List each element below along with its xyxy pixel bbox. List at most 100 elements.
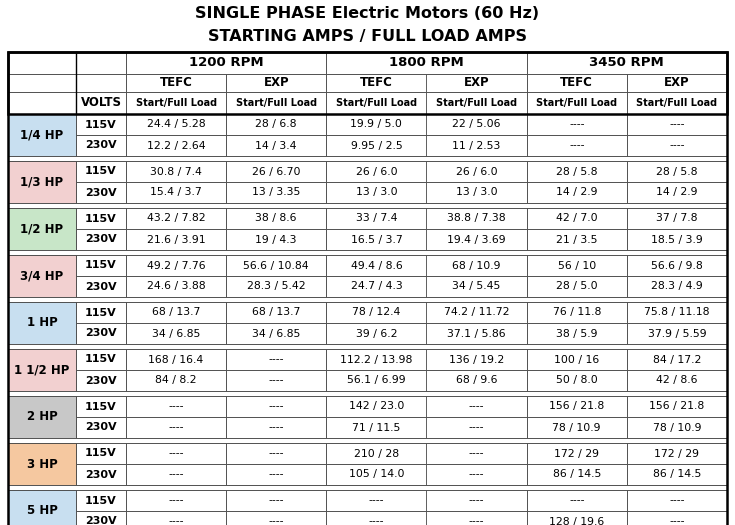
Text: 230V: 230V	[85, 375, 117, 385]
Bar	[326, 92, 426, 114]
Text: ----: ----	[268, 496, 284, 506]
Bar	[226, 511, 326, 525]
Bar	[527, 92, 627, 114]
Text: 37.9 / 5.59: 37.9 / 5.59	[648, 329, 706, 339]
Bar	[226, 74, 326, 92]
Text: 34 / 6.85: 34 / 6.85	[252, 329, 301, 339]
Text: 128 / 19.6: 128 / 19.6	[549, 517, 604, 525]
Bar	[226, 302, 326, 323]
Bar	[627, 443, 727, 464]
Text: Start/Full Load: Start/Full Load	[637, 98, 717, 108]
Bar	[326, 511, 426, 525]
Bar	[76, 161, 126, 182]
Bar	[426, 443, 527, 464]
Text: VOLTS: VOLTS	[81, 97, 121, 110]
Bar	[126, 323, 226, 344]
Bar	[627, 74, 727, 92]
Text: 14 / 2.9: 14 / 2.9	[656, 187, 698, 197]
Text: 14 / 2.9: 14 / 2.9	[556, 187, 598, 197]
Text: 28.3 / 5.42: 28.3 / 5.42	[247, 281, 306, 291]
Bar	[426, 92, 527, 114]
Bar	[627, 92, 727, 114]
Text: 28 / 6.8: 28 / 6.8	[256, 120, 297, 130]
Bar	[76, 370, 126, 391]
Text: 26 / 6.70: 26 / 6.70	[252, 166, 301, 176]
Bar	[126, 511, 226, 525]
Bar	[426, 302, 527, 323]
Text: 136 / 19.2: 136 / 19.2	[449, 354, 504, 364]
Text: ----: ----	[168, 402, 184, 412]
Text: 21 / 3.5: 21 / 3.5	[556, 235, 598, 245]
Bar	[8, 92, 76, 114]
Text: 33 / 7.4: 33 / 7.4	[356, 214, 397, 224]
Bar	[126, 464, 226, 485]
Bar	[126, 182, 226, 203]
Bar	[627, 511, 727, 525]
Bar	[226, 490, 326, 511]
Text: 13 / 3.35: 13 / 3.35	[252, 187, 301, 197]
Text: ----: ----	[469, 402, 484, 412]
Bar	[226, 255, 326, 276]
Bar	[126, 255, 226, 276]
Bar	[226, 182, 326, 203]
Bar	[627, 135, 727, 156]
Bar	[226, 161, 326, 182]
Bar	[627, 255, 727, 276]
Text: 38.8 / 7.38: 38.8 / 7.38	[448, 214, 506, 224]
Bar	[76, 443, 126, 464]
Text: ----: ----	[168, 469, 184, 479]
Bar	[627, 490, 727, 511]
Text: 28 / 5.8: 28 / 5.8	[556, 166, 598, 176]
Bar	[76, 135, 126, 156]
Text: 56.6 / 10.84: 56.6 / 10.84	[243, 260, 309, 270]
Text: 230V: 230V	[85, 281, 117, 291]
Bar	[527, 52, 727, 74]
Text: 11 / 2.53: 11 / 2.53	[453, 141, 501, 151]
Bar	[326, 52, 527, 74]
Text: 112.2 / 13.98: 112.2 / 13.98	[340, 354, 412, 364]
Text: 115V: 115V	[85, 496, 117, 506]
Bar	[126, 443, 226, 464]
Text: ----: ----	[268, 402, 284, 412]
Text: 28 / 5.0: 28 / 5.0	[556, 281, 598, 291]
Bar	[126, 52, 326, 74]
Bar	[8, 349, 76, 391]
Text: ----: ----	[469, 469, 484, 479]
Bar	[8, 52, 727, 114]
Bar	[326, 161, 426, 182]
Bar	[126, 161, 226, 182]
Bar	[76, 229, 126, 250]
Bar	[426, 511, 527, 525]
Bar	[527, 511, 627, 525]
Text: ----: ----	[669, 496, 685, 506]
Text: 115V: 115V	[85, 214, 117, 224]
Text: 230V: 230V	[85, 469, 117, 479]
Bar	[527, 302, 627, 323]
Text: 22 / 5.06: 22 / 5.06	[452, 120, 501, 130]
Bar	[527, 161, 627, 182]
Text: ----: ----	[168, 423, 184, 433]
Bar	[226, 276, 326, 297]
Bar	[126, 370, 226, 391]
Text: 19.4 / 3.69: 19.4 / 3.69	[448, 235, 506, 245]
Bar	[76, 490, 126, 511]
Bar	[627, 464, 727, 485]
Bar	[8, 208, 76, 250]
Bar	[426, 417, 527, 438]
Bar	[226, 229, 326, 250]
Text: 26 / 6.0: 26 / 6.0	[456, 166, 498, 176]
Bar	[226, 114, 326, 135]
Text: 75.8 / 11.18: 75.8 / 11.18	[644, 308, 710, 318]
Bar	[226, 370, 326, 391]
Bar	[527, 276, 627, 297]
Bar	[326, 417, 426, 438]
Text: 2 HP: 2 HP	[26, 411, 57, 424]
Text: 84 / 8.2: 84 / 8.2	[155, 375, 197, 385]
Text: 172 / 29: 172 / 29	[554, 448, 599, 458]
Bar	[627, 302, 727, 323]
Text: 168 / 16.4: 168 / 16.4	[148, 354, 204, 364]
Text: 74.2 / 11.72: 74.2 / 11.72	[444, 308, 509, 318]
Bar	[326, 114, 426, 135]
Text: 39 / 6.2: 39 / 6.2	[356, 329, 397, 339]
Text: 115V: 115V	[85, 354, 117, 364]
